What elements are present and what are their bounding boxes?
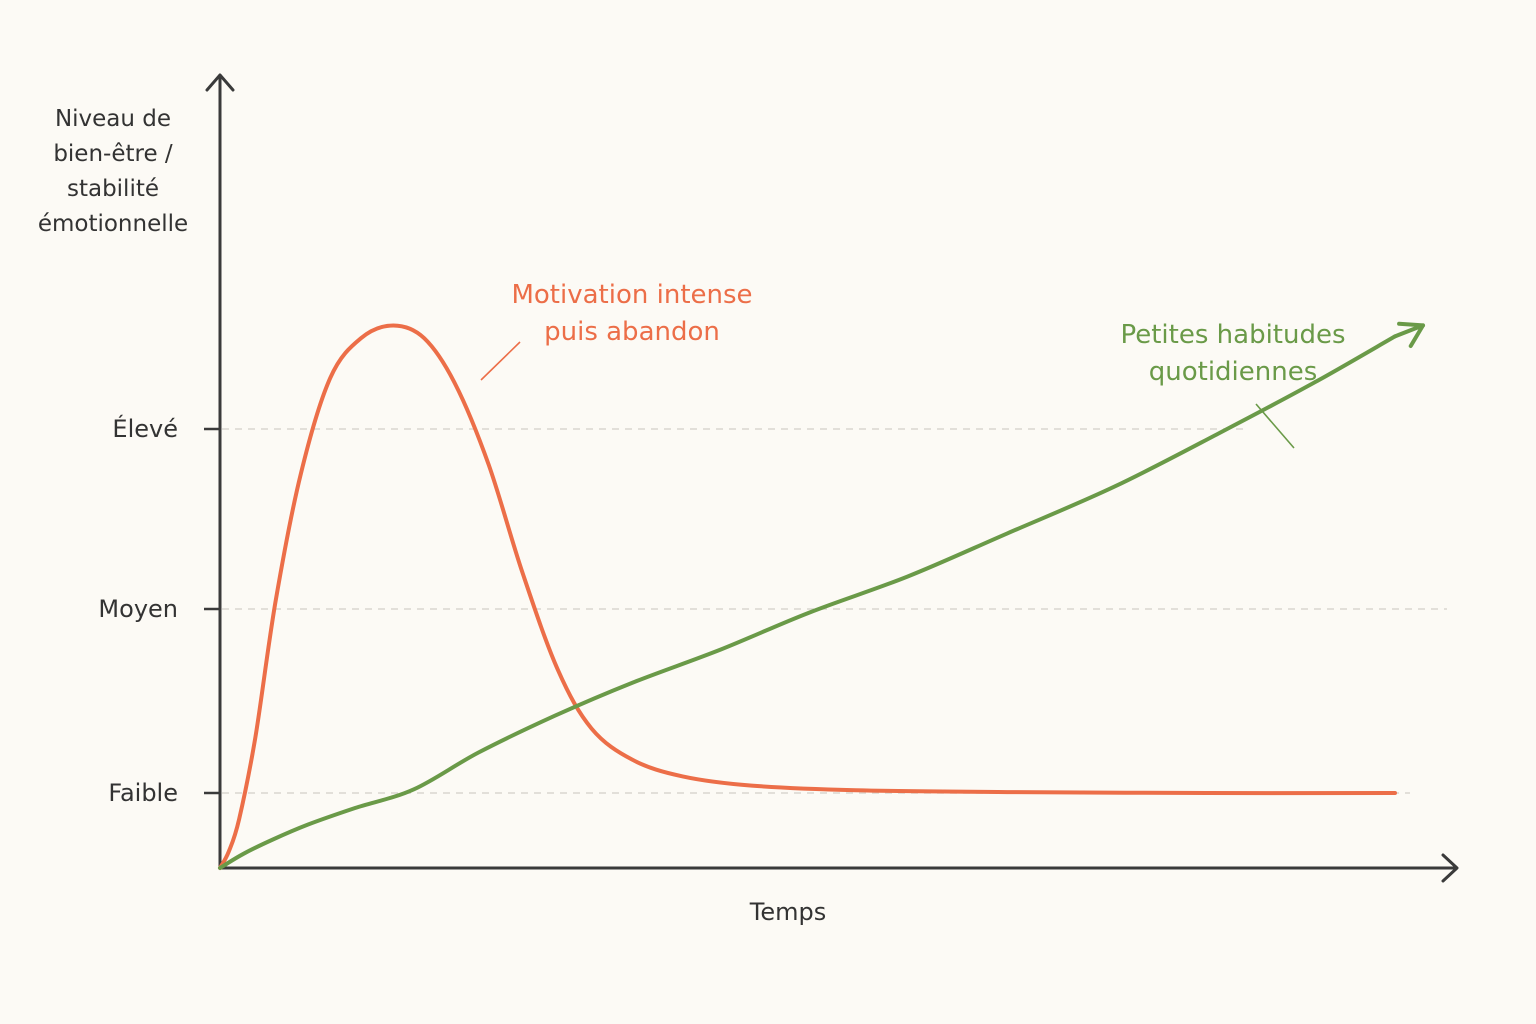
x-axis-label: Temps (749, 898, 826, 926)
series-label-motivation: Motivation intense (511, 280, 752, 310)
habits-arrow-shaft (1393, 323, 1425, 339)
leader-line-motivation (480, 341, 521, 381)
y-axis-label-line: émotionnelle (38, 211, 188, 237)
labels: Faible Moyen Élevé Niveau de bien-être / stab… (38, 106, 1346, 926)
y-tick-label: Élevé (112, 414, 178, 443)
series-label-habits: Petites habitudes (1120, 320, 1345, 350)
leader-line-habits (1255, 403, 1295, 449)
grid-lines (222, 428, 1447, 794)
habits-arrow-head-icon (1397, 321, 1425, 348)
x-axis-arrow-icon (1441, 853, 1459, 883)
y-axis-arrow-icon (205, 73, 235, 92)
series-label-motivation: puis abandon (544, 317, 720, 347)
y-tick-label: Faible (108, 779, 178, 807)
axes (204, 73, 1459, 883)
y-tick-label: Moyen (98, 595, 178, 623)
series-line-habits (218, 334, 1397, 870)
series-label-habits: quotidiennes (1149, 357, 1318, 387)
y-axis-label-line: Niveau de (55, 106, 171, 132)
series (218, 321, 1425, 870)
y-axis-label-line: stabilité (67, 176, 159, 202)
series-line-motivation (218, 323, 1397, 870)
y-axis-label-line: bien-être / (53, 141, 173, 167)
